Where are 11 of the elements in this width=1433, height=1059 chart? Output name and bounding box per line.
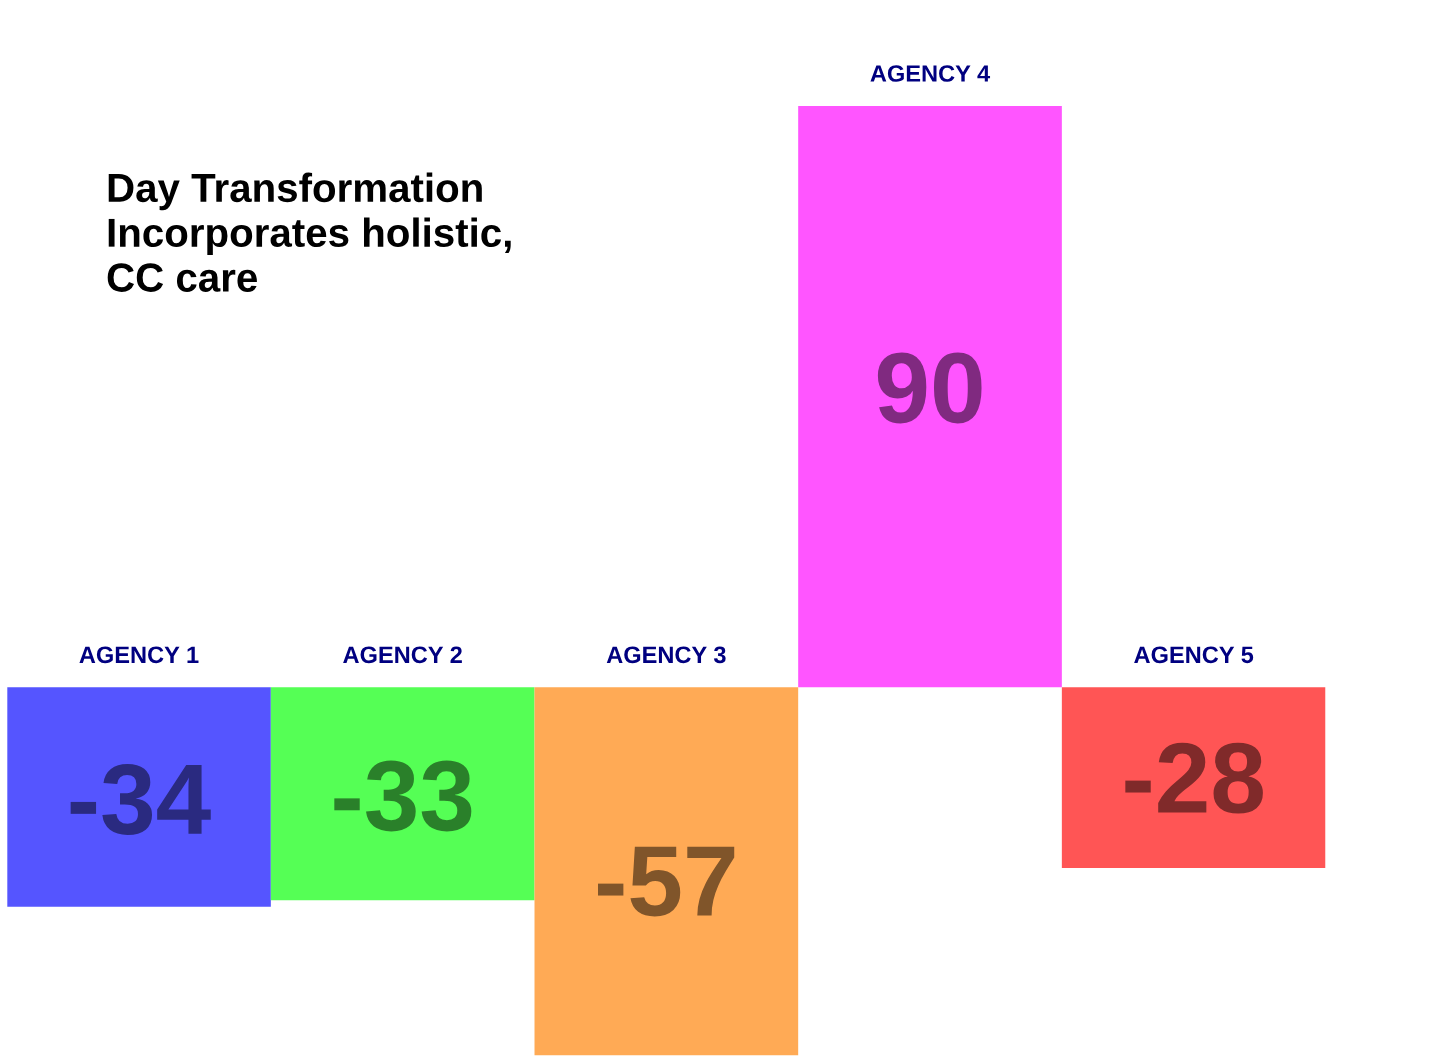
text: Day Transformation Incorporates holistic, CC care (107, 172, 511, 292)
data-label: -34 (70, 763, 211, 835)
x-tick-label: AGENCY 2 (343, 646, 462, 664)
data-label: 90 (877, 352, 982, 424)
x-tick-label: AGENCY 3 (606, 646, 726, 664)
x-tick-label: AGENCY 5 (1134, 646, 1254, 664)
x-tick-label: AGENCY 1 (79, 646, 199, 664)
x-tick-label: AGENCY 4 (870, 65, 991, 82)
data-label: -33 (334, 760, 472, 832)
data-label: -57 (597, 846, 735, 917)
data-label: -28 (1125, 742, 1263, 814)
